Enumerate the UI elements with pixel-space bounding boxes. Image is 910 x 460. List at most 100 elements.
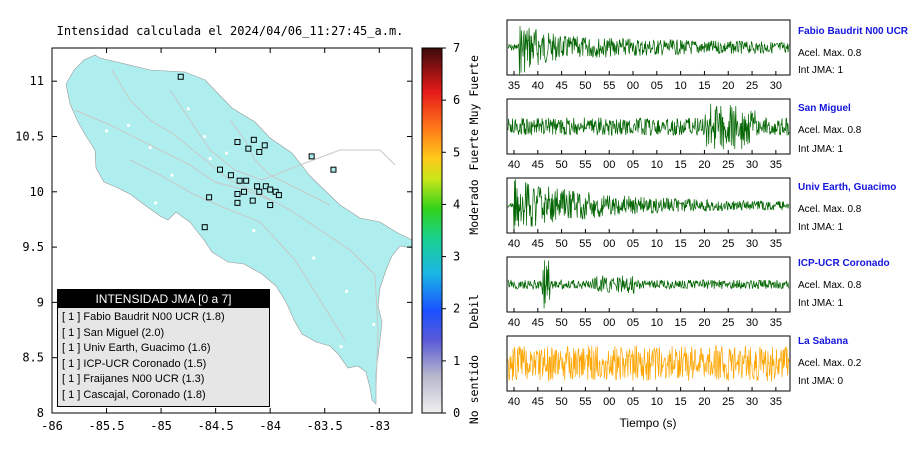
colorbar-category-label: Debil	[467, 294, 481, 329]
y-tick-label: 11	[30, 74, 44, 88]
time-tick-label: 15	[675, 396, 687, 408]
station-marker	[234, 191, 241, 197]
waveform-panel: 40 45 50 55 00 05 10 15 20 25 30 35	[506, 256, 791, 329]
time-tick-label: 50	[555, 317, 567, 329]
colorbar-tick-label: 1	[453, 354, 460, 368]
y-tick-label: 10	[30, 185, 44, 199]
station-marker	[243, 177, 250, 184]
time-tick-label: 10	[651, 317, 663, 329]
waveform-trace	[507, 103, 790, 150]
colorbar-tick-label: 6	[453, 93, 460, 107]
station-jma-intensity: Int JMA: 1	[798, 222, 844, 233]
time-tick-label: 05	[627, 159, 639, 171]
legend-item: [ 1 ] ICP-UCR Coronado (1.5)	[62, 357, 207, 370]
time-tick-label: 15	[698, 80, 710, 92]
time-tick-label: 30	[746, 396, 758, 408]
colorbar-tick-label: 3	[453, 250, 460, 264]
time-tick-label: 35	[770, 159, 782, 171]
waveform-trace	[507, 26, 790, 75]
time-tick-label: 25	[722, 317, 734, 329]
time-tick-label: 05	[627, 396, 639, 408]
time-tick-label: 15	[675, 317, 687, 329]
station-jma-intensity: Int JMA: 1	[798, 65, 844, 76]
station-peak-accel: Acel. Max. 0.8	[798, 280, 862, 291]
station-marker	[227, 172, 234, 179]
time-tick-label: 35	[508, 80, 520, 92]
map-frame	[51, 47, 413, 414]
town-dot	[372, 322, 376, 327]
time-tick-label: 05	[651, 80, 663, 92]
time-tick-label: 10	[651, 238, 663, 250]
station-name: ICP-UCR Coronado	[798, 258, 890, 269]
station-marker	[262, 183, 269, 190]
time-tick-label: 40	[532, 80, 544, 92]
time-tick-label: 50	[555, 238, 567, 250]
station-jma-intensity: Int JMA: 1	[798, 144, 844, 155]
town-dot	[224, 151, 229, 155]
colorbar-tick-label: 4	[453, 197, 460, 211]
town-dot	[252, 228, 256, 233]
station-marker	[267, 186, 274, 193]
station-marker	[256, 188, 263, 195]
map-title: Intensidad calculada el 2024/04/06_11:27…	[57, 24, 404, 38]
time-tick-label: 20	[698, 317, 710, 329]
station-name: Fabio Baudrit N00 UCR	[798, 26, 909, 37]
y-tick-label: 10.5	[15, 129, 44, 143]
time-tick-label: 15	[675, 159, 687, 171]
station-marker	[234, 139, 241, 146]
waveform-trace	[507, 345, 790, 382]
waveform-panel: 40 45 50 55 00 05 10 15 20 25 30 35	[506, 98, 791, 171]
x-tick-label: -85.5	[88, 419, 124, 433]
waveform-panels: 35 40 45 50 55 00 05 10 15 20 25 30 40 45 50 55 00 05 10 15…	[506, 19, 791, 408]
legend-item: [ 1 ] Fabio Baudrit N00 UCR (1.8)	[62, 311, 225, 323]
station-marker	[261, 142, 268, 149]
station-marker	[308, 153, 315, 160]
station-peak-accel: Acel. Max. 0.8	[798, 204, 862, 215]
station-marker	[201, 224, 208, 231]
costa-rica-landmass	[65, 54, 413, 405]
legend-item: [ 1 ] Univ Earth, Guacimo (1.6)	[62, 342, 211, 354]
station-jma-intensity: Int JMA: 1	[798, 298, 844, 309]
map-y-axis: 11 10.5 10 9.5 9 8.5 8	[15, 74, 412, 420]
time-tick-label: 45	[532, 159, 544, 171]
station-marker	[272, 188, 279, 195]
waveform-panel: 35 40 45 50 55 00 05 10 15 20 25 30	[506, 19, 791, 92]
waveform-panel: 40 45 50 55 00 05 10 15 20 25 30 35	[506, 177, 791, 250]
station-marker	[275, 192, 282, 199]
time-tick-label: 55	[579, 238, 591, 250]
town-dot	[295, 134, 300, 139]
colorbar-category-label: Muy Fuerte	[467, 55, 481, 124]
y-tick-label: 9	[37, 295, 44, 309]
time-tick-label: 50	[555, 159, 567, 171]
time-tick-label: 55	[603, 80, 615, 92]
time-tick-label: 00	[603, 317, 615, 329]
town-dot	[126, 123, 130, 128]
station-marker	[206, 194, 213, 201]
time-tick-label: 00	[603, 396, 615, 408]
time-tick-label: 20	[698, 238, 710, 250]
station-name: Univ Earth, Guacimo	[798, 182, 897, 193]
legend-title: INTENSIDAD JMA [0 a 7]	[58, 290, 269, 308]
station-marker	[241, 188, 247, 195]
intensity-legend: INTENSIDAD JMA [0 a 7] [ 1 ] Fabio Baudr…	[57, 289, 270, 407]
legend-item: [ 1 ] Cascajal, Coronado (1.8)	[62, 388, 206, 401]
station-name: San Miguel	[798, 103, 851, 114]
x-tick-label: -84.5	[198, 419, 234, 433]
y-tick-label: 9.5	[22, 240, 44, 254]
x-tick-label: -86	[41, 419, 63, 433]
station-peak-accel: Acel. Max. 0.8	[798, 48, 862, 59]
x-tick-label: -84	[259, 419, 281, 433]
town-dot	[208, 157, 212, 161]
time-tick-label: 45	[555, 80, 567, 92]
station-marker	[256, 148, 263, 155]
time-tick-label: 10	[675, 80, 687, 92]
time-tick-label: 35	[770, 317, 782, 329]
time-tick-label: 10	[651, 396, 663, 408]
map-x-axis: -86 -85.5 -85 -84.5 -84 -83.5 -83	[41, 48, 390, 433]
station-marker	[254, 183, 261, 190]
time-tick-label: 40	[508, 317, 520, 329]
station-jma-intensity: Int JMA: 0	[798, 376, 844, 387]
time-tick-label: 55	[579, 317, 591, 329]
time-tick-label: 35	[770, 238, 782, 250]
